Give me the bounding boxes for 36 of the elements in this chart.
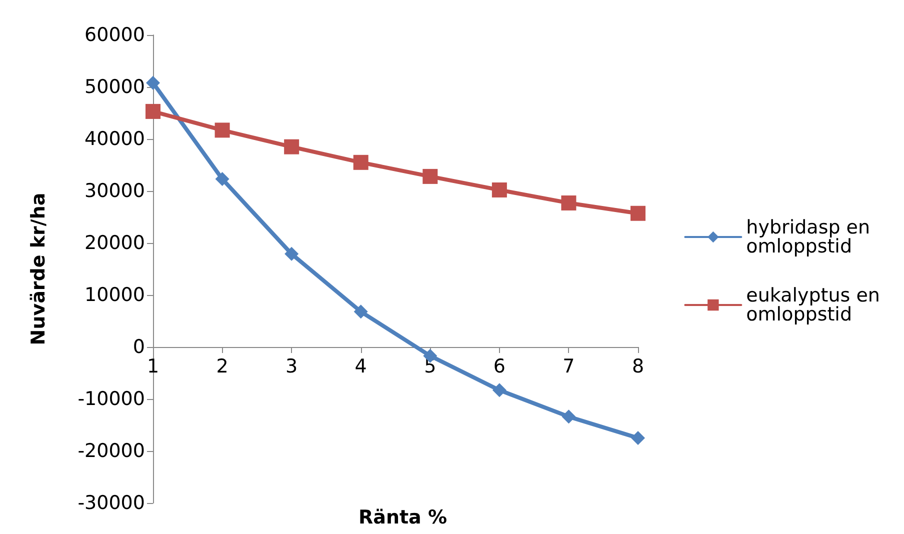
point [353, 154, 368, 170]
y-tick-label: 60000 [84, 24, 145, 46]
y-tick-label: 40000 [84, 128, 145, 150]
y-tick-label: 30000 [84, 180, 145, 202]
y-tick-label: -30000 [78, 492, 145, 514]
point [492, 182, 507, 198]
y-tick-label: 50000 [84, 76, 145, 98]
y-tick-label: 20000 [84, 232, 145, 254]
point [284, 139, 300, 154]
point [354, 304, 368, 319]
point [630, 206, 646, 221]
x-tick-label: 2 [216, 356, 228, 378]
point [215, 172, 230, 186]
y-tick-label: 0 [132, 336, 145, 358]
point [422, 168, 438, 184]
x-tick-label: 8 [632, 356, 644, 378]
legend-label: eukalyptus en omloppstid [746, 284, 886, 326]
point [561, 195, 576, 210]
point [492, 383, 506, 398]
point [146, 76, 160, 90]
point [284, 246, 299, 261]
point [562, 410, 576, 424]
x-tick-label: 6 [493, 356, 506, 378]
x-tick-label: 4 [354, 356, 367, 378]
x-tick-label: 1 [146, 356, 160, 378]
legend-label: hybridasp en omloppstid [746, 216, 876, 258]
x-tick-label: 7 [562, 356, 575, 378]
y-tick-label: -20000 [78, 440, 145, 462]
point [146, 104, 160, 119]
y-tick-label: 10000 [84, 284, 145, 306]
y-tick-label: -10000 [78, 388, 145, 410]
point [214, 122, 230, 138]
x-axis-title: Ränta % [358, 506, 448, 528]
x-tick-label: 3 [286, 356, 298, 378]
y-axis-title: Nuvärde kr/ha [28, 192, 50, 346]
point [631, 431, 645, 445]
